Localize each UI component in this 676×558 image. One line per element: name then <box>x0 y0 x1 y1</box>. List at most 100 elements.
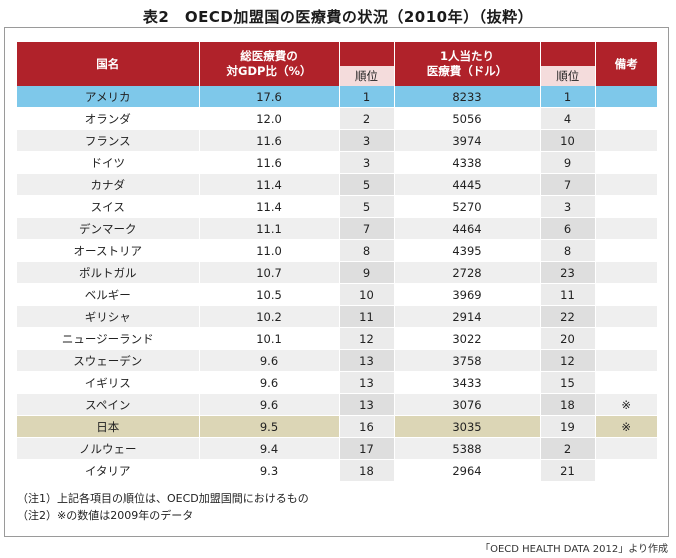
cell-remark: ※ <box>594 393 657 416</box>
table-row: ノルウェー 9.4 17 5388 2 <box>17 437 657 460</box>
cell-pc-rank: 20 <box>539 327 595 350</box>
cell-gdp-ratio: 11.6 <box>198 151 339 174</box>
cell-per-capita: 5388 <box>393 437 540 460</box>
table-row: オランダ 12.0 2 5056 4 <box>17 107 657 130</box>
header-pc-rank-top <box>540 42 596 66</box>
table-row: フランス 11.6 3 3974 10 <box>17 129 657 152</box>
cell-gdp-ratio: 9.6 <box>198 393 339 416</box>
cell-remark <box>594 129 657 152</box>
cell-remark <box>594 305 657 328</box>
cell-country: ギリシャ <box>17 305 199 328</box>
cell-gdp-rank: 9 <box>338 261 394 284</box>
cell-pc-rank: 11 <box>539 283 595 306</box>
cell-remark: ※ <box>594 415 657 438</box>
cell-remark <box>594 173 657 196</box>
cell-gdp-rank: 5 <box>338 173 394 196</box>
cell-gdp-ratio: 10.2 <box>198 305 339 328</box>
header-per-capita-line1: 1人当たり <box>439 49 494 63</box>
cell-gdp-ratio: 9.3 <box>198 459 339 482</box>
cell-pc-rank: 2 <box>539 437 595 460</box>
cell-country: ポルトガル <box>17 261 199 284</box>
cell-per-capita: 4464 <box>393 217 540 240</box>
cell-pc-rank: 18 <box>539 393 595 416</box>
header-gdp-ratio-line2: 対GDP比（%） <box>226 64 312 78</box>
cell-per-capita: 2728 <box>393 261 540 284</box>
cell-per-capita: 4338 <box>393 151 540 174</box>
header-country: 国名 <box>17 42 200 86</box>
header-remarks: 備考 <box>595 42 657 86</box>
table-row: ギリシャ 10.2 11 2914 22 <box>17 305 657 328</box>
cell-country: イギリス <box>17 371 199 394</box>
cell-gdp-rank: 3 <box>338 129 394 152</box>
cell-country: ベルギー <box>17 283 199 306</box>
table-row: ニュージーランド 10.1 12 3022 20 <box>17 327 657 350</box>
cell-remark <box>594 86 657 108</box>
cell-pc-rank: 23 <box>539 261 595 284</box>
cell-pc-rank: 19 <box>539 415 595 438</box>
table-row: ドイツ 11.6 3 4338 9 <box>17 151 657 174</box>
cell-remark <box>594 371 657 394</box>
table-row: ポルトガル 10.7 9 2728 23 <box>17 261 657 284</box>
cell-country: フランス <box>17 129 199 152</box>
cell-gdp-ratio: 9.5 <box>198 415 339 438</box>
cell-remark <box>594 217 657 240</box>
cell-gdp-rank: 13 <box>338 393 394 416</box>
cell-gdp-rank: 2 <box>338 107 394 130</box>
cell-gdp-ratio: 10.5 <box>198 283 339 306</box>
cell-pc-rank: 15 <box>539 371 595 394</box>
cell-gdp-ratio: 12.0 <box>198 107 339 130</box>
cell-country: スペイン <box>17 393 199 416</box>
cell-remark <box>594 437 657 460</box>
cell-gdp-ratio: 9.6 <box>198 371 339 394</box>
cell-pc-rank: 10 <box>539 129 595 152</box>
cell-gdp-ratio: 11.6 <box>198 129 339 152</box>
table-row: デンマーク 11.1 7 4464 6 <box>17 217 657 240</box>
cell-pc-rank: 4 <box>539 107 595 130</box>
table-row: ベルギー 10.5 10 3969 11 <box>17 283 657 306</box>
header-gdp-ratio: 総医療費の 対GDP比（%） <box>199 42 340 86</box>
table-frame: 国名 総医療費の 対GDP比（%） 1人当たり 医療費（ドル） 備考 順位 順位… <box>4 27 669 537</box>
cell-gdp-ratio: 9.4 <box>198 437 339 460</box>
table-row: スウェーデン 9.6 13 3758 12 <box>17 349 657 372</box>
source-credit: 「OECD HEALTH DATA 2012」より作成 <box>480 544 668 555</box>
cell-per-capita: 2914 <box>393 305 540 328</box>
cell-per-capita: 3076 <box>393 393 540 416</box>
healthcare-cost-table: 国名 総医療費の 対GDP比（%） 1人当たり 医療費（ドル） 備考 順位 順位… <box>17 42 657 482</box>
header-per-capita: 1人当たり 医療費（ドル） <box>394 42 541 86</box>
header-pc-rank: 順位 <box>540 66 595 86</box>
cell-gdp-ratio: 11.4 <box>198 195 339 218</box>
cell-pc-rank: 8 <box>539 239 595 262</box>
cell-remark <box>594 107 657 130</box>
cell-remark <box>594 151 657 174</box>
cell-gdp-rank: 17 <box>338 437 394 460</box>
table-body: アメリカ 17.6 1 8233 1 オランダ 12.0 2 5056 4 フランス 11.6 3 397… <box>17 86 657 482</box>
cell-country: スウェーデン <box>17 349 199 372</box>
cell-per-capita: 4445 <box>393 173 540 196</box>
cell-gdp-ratio: 11.4 <box>198 173 339 196</box>
cell-gdp-rank: 13 <box>338 371 394 394</box>
cell-remark <box>594 195 657 218</box>
cell-per-capita: 3974 <box>393 129 540 152</box>
header-gdp-rank: 順位 <box>339 66 395 86</box>
table-row: 日本 9.5 16 3035 19 ※ <box>17 415 657 438</box>
table-row: アメリカ 17.6 1 8233 1 <box>17 86 657 108</box>
cell-per-capita: 8233 <box>393 86 540 108</box>
cell-gdp-ratio: 10.1 <box>198 327 339 350</box>
table-title: 表2 OECD加盟国の医療費の状況（2010年）（抜粋） <box>142 8 534 26</box>
cell-country: オーストリア <box>17 239 199 262</box>
cell-country: ドイツ <box>17 151 199 174</box>
table-row: イギリス 9.6 13 3433 15 <box>17 371 657 394</box>
cell-gdp-ratio: 11.1 <box>198 217 339 240</box>
cell-remark <box>594 283 657 306</box>
cell-pc-rank: 21 <box>539 459 595 482</box>
cell-remark <box>594 349 657 372</box>
cell-gdp-rank: 10 <box>338 283 394 306</box>
cell-gdp-rank: 5 <box>338 195 394 218</box>
cell-country: ノルウェー <box>17 437 199 460</box>
cell-country: スイス <box>17 195 199 218</box>
table-row: オーストリア 11.0 8 4395 8 <box>17 239 657 262</box>
cell-pc-rank: 1 <box>539 86 595 108</box>
cell-country: カナダ <box>17 173 199 196</box>
cell-pc-rank: 12 <box>539 349 595 372</box>
cell-gdp-rank: 16 <box>338 415 394 438</box>
